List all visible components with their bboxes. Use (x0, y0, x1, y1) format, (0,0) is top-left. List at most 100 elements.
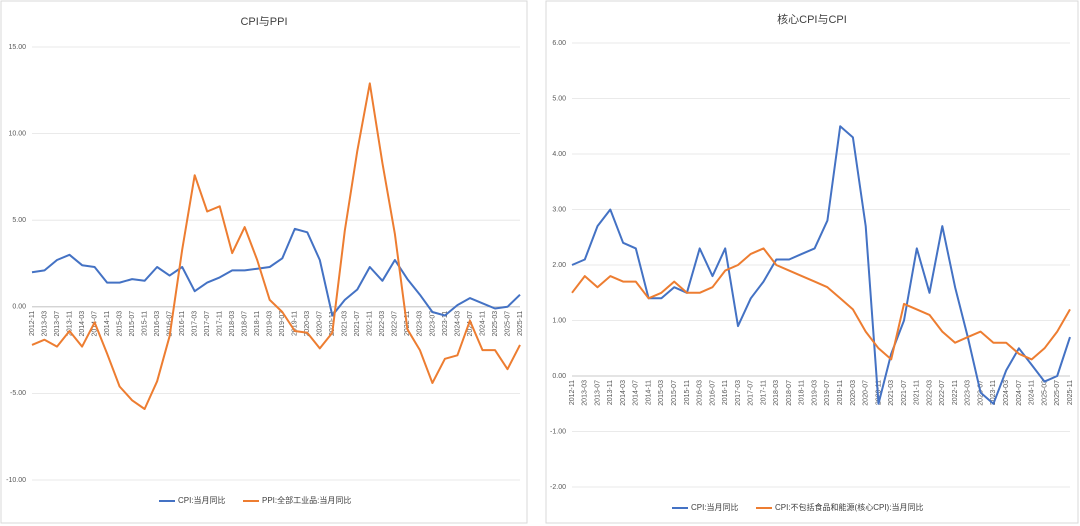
x-tick-label: 2020-03 (304, 311, 311, 337)
left-panel (0, 0, 528, 524)
y-tick-label: 2.00 (552, 262, 566, 269)
x-tick-label: 2019-11 (837, 380, 844, 405)
x-tick-label: 2014-03 (620, 380, 627, 406)
x-tick-label: 2017-07 (204, 311, 211, 337)
x-tick-label: 2024-03 (1003, 380, 1010, 406)
x-tick-label: 2012-11 (29, 311, 36, 336)
x-tick-label: 2024-03 (454, 311, 461, 337)
x-tick-label: 2019-03 (811, 380, 818, 406)
x-tick-label: 2018-03 (229, 311, 236, 337)
x-tick-label: 2015-11 (141, 311, 148, 336)
x-tick-label: 2016-03 (697, 380, 704, 406)
x-tick-label: 2017-11 (217, 311, 224, 336)
x-tick-label: 2020-11 (875, 380, 882, 405)
x-tick-label: 2014-03 (79, 311, 86, 337)
x-tick-label: 2025-11 (517, 311, 524, 336)
x-tick-label: 2023-03 (417, 311, 424, 337)
x-tick-label: 2019-11 (292, 311, 299, 336)
x-tick-label: 2018-11 (254, 311, 261, 336)
x-tick-label: 2018-03 (773, 380, 780, 406)
x-tick-label: 2025-03 (1041, 380, 1048, 406)
x-tick-label: 2015-07 (671, 380, 678, 406)
x-tick-label: 2013-07 (594, 380, 601, 406)
right-panel (545, 0, 1079, 524)
chart-title: 核心CPI与CPI (777, 12, 847, 26)
x-tick-label: 2021-03 (888, 380, 895, 406)
y-tick-label: 3.00 (552, 206, 566, 213)
series-line (31, 227, 521, 317)
y-tick-label: 15.00 (8, 44, 26, 51)
x-tick-label: 2018-07 (786, 380, 793, 406)
x-tick-label: 2015-07 (129, 311, 136, 337)
y-tick-label: -10.00 (6, 477, 26, 484)
series-line (571, 125, 1071, 405)
x-tick-label: 2022-07 (392, 311, 399, 337)
x-tick-label: 2021-07 (901, 380, 908, 406)
x-tick-label: 2016-07 (709, 380, 716, 406)
x-tick-label: 2025-03 (492, 311, 499, 337)
x-tick-label: 2023-03 (965, 380, 972, 406)
x-tick-label: 2013-03 (582, 380, 589, 406)
chart-title: CPI与PPI (240, 15, 287, 28)
y-tick-label: -1.00 (550, 428, 566, 435)
x-tick-label: 2021-07 (354, 311, 361, 337)
x-tick-label: 2024-11 (479, 311, 486, 336)
x-tick-label: 2014-07 (633, 380, 640, 406)
y-tick-label: 6.00 (552, 40, 566, 47)
x-tick-label: 2013-11 (607, 380, 614, 405)
x-tick-label: 2016-03 (154, 311, 161, 337)
x-tick-label: 2016-11 (179, 311, 186, 336)
x-tick-label: 2025-07 (1054, 380, 1061, 406)
legend-label: CPI:当月同比 (178, 495, 226, 505)
x-tick-label: 2022-11 (404, 311, 411, 336)
x-tick-label: 2023-07 (429, 311, 436, 337)
x-tick-label: 2024-07 (1016, 380, 1023, 406)
x-tick-label: 2022-11 (952, 380, 959, 405)
x-tick-label: 2015-03 (658, 380, 665, 406)
x-tick-label: 2021-03 (342, 311, 349, 337)
y-tick-label: -5.00 (10, 390, 26, 397)
y-tick-label: 5.00 (12, 217, 26, 224)
x-tick-label: 2018-07 (242, 311, 249, 337)
x-tick-label: 2019-07 (824, 380, 831, 406)
x-tick-label: 2022-03 (379, 311, 386, 337)
x-tick-label: 2013-07 (54, 311, 61, 337)
x-tick-label: 2018-11 (799, 380, 806, 405)
x-tick-label: 2014-11 (645, 380, 652, 405)
y-tick-label: 4.00 (552, 151, 566, 158)
x-tick-label: 2013-03 (41, 311, 48, 337)
x-tick-label: 2020-03 (850, 380, 857, 406)
x-tick-label: 2015-03 (116, 311, 123, 337)
y-tick-label: 0.00 (12, 304, 26, 311)
x-tick-label: 2019-03 (267, 311, 274, 337)
x-tick-label: 2021-11 (367, 311, 374, 336)
series-line (31, 82, 521, 410)
x-tick-label: 2017-03 (192, 311, 199, 337)
x-tick-label: 2025-11 (1067, 380, 1074, 405)
y-tick-label: 5.00 (552, 95, 566, 102)
legend-label: PPI:全部工业品:当月同比 (262, 495, 351, 505)
x-tick-label: 2023-11 (442, 311, 449, 336)
x-tick-label: 2016-07 (166, 311, 173, 337)
x-tick-label: 2012-11 (569, 380, 576, 405)
x-tick-label: 2022-03 (926, 380, 933, 406)
x-tick-label: 2017-11 (760, 380, 767, 405)
x-tick-label: 2013-11 (66, 311, 73, 336)
legend-label: CPI:当月同比 (691, 502, 739, 512)
y-tick-label: 10.00 (8, 130, 26, 137)
x-tick-label: 2017-03 (735, 380, 742, 406)
x-tick-label: 2020-07 (863, 380, 870, 406)
x-tick-label: 2023-11 (990, 380, 997, 405)
x-tick-label: 2016-11 (722, 380, 729, 405)
x-tick-label: 2017-07 (748, 380, 755, 406)
x-tick-label: 2024-11 (1029, 380, 1036, 405)
y-tick-label: 1.00 (552, 317, 566, 324)
x-tick-label: 2015-11 (684, 380, 691, 405)
series-line (571, 247, 1071, 361)
x-tick-label: 2025-07 (504, 311, 511, 337)
x-tick-label: 2019-07 (279, 311, 286, 337)
legend-label: CPI:不包括食品和能源(核心CPI):当月同比 (775, 502, 923, 512)
y-tick-label: 0.00 (552, 373, 566, 380)
